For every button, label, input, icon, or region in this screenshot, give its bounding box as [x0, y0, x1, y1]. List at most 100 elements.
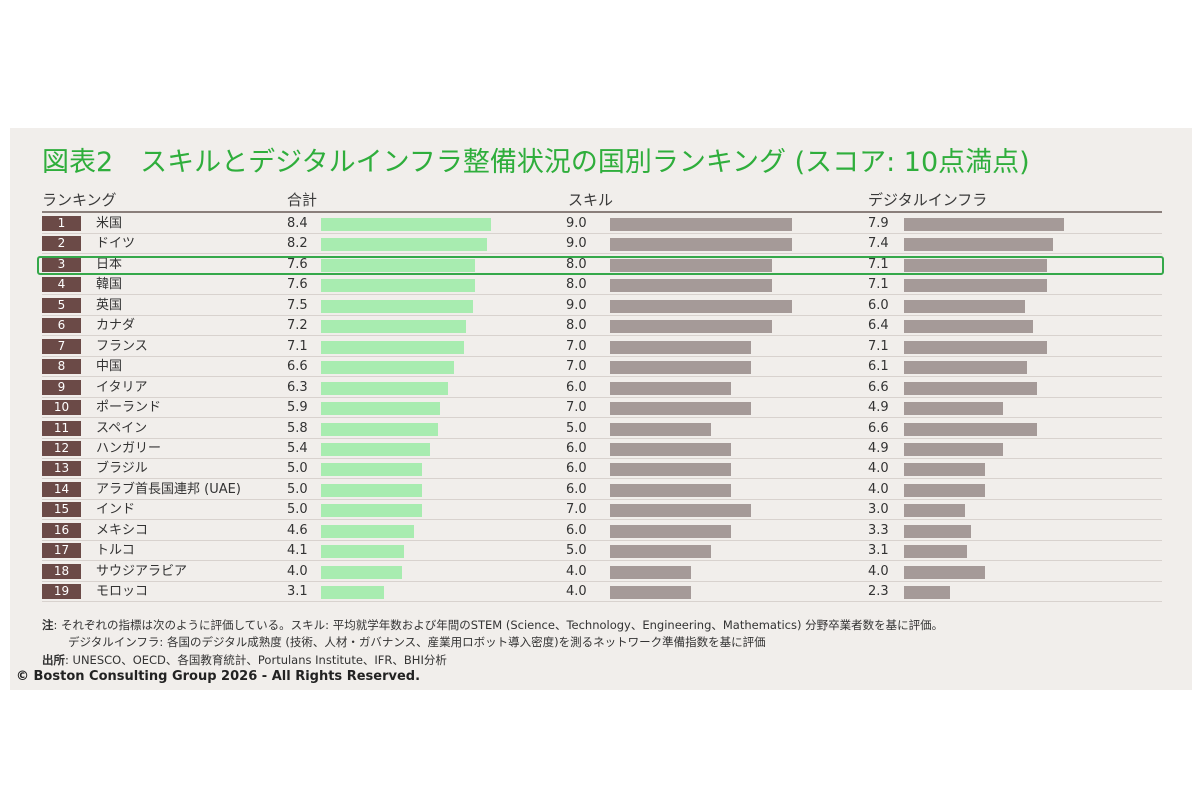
skill-value-label: 7.0 — [566, 359, 587, 375]
skill-bar — [610, 565, 691, 579]
table-row: 14 アラブ首長国連邦 (UAE) 5.0 6.0 4.0 — [42, 480, 1162, 500]
total-value-label: 7.5 — [287, 297, 308, 313]
digital-value-label: 2.3 — [868, 584, 889, 600]
digital-value-label: 3.1 — [868, 543, 889, 559]
header-divider — [42, 211, 1162, 213]
country-name: モロッコ — [96, 584, 149, 600]
source-label: 出所 — [42, 653, 65, 667]
skill-value-label: 6.0 — [566, 461, 587, 477]
skill-bar — [610, 545, 711, 559]
total-bar — [321, 565, 402, 579]
country-name: ドイツ — [96, 236, 136, 252]
rank-badge: 17 — [42, 543, 81, 559]
rank-badge: 6 — [42, 318, 81, 334]
country-name: スペイン — [96, 420, 148, 436]
digital-bar — [904, 586, 951, 600]
table-row: 12 ハンガリー 5.4 6.0 4.9 — [42, 439, 1162, 459]
skill-bar — [610, 258, 772, 272]
rank-badge: 15 — [42, 502, 81, 518]
total-value-label: 7.6 — [287, 256, 308, 272]
skill-value-label: 8.0 — [566, 318, 587, 334]
table-row: 19 モロッコ 3.1 4.0 2.3 — [42, 582, 1162, 603]
rank-badge: 1 — [42, 216, 81, 231]
rank-badge: 7 — [42, 338, 81, 354]
skill-bar — [610, 238, 792, 252]
table-row: 8 中国 6.6 7.0 6.1 — [42, 357, 1162, 378]
skill-value-label: 6.0 — [566, 440, 587, 456]
digital-bar — [904, 279, 1048, 293]
digital-bar — [904, 463, 985, 477]
country-name: イタリア — [96, 379, 148, 395]
rank-badge: 18 — [42, 563, 81, 579]
country-name: フランス — [96, 338, 148, 354]
skill-bar — [610, 442, 732, 456]
note-line-2: デジタルインフラ: 各国のデジタル成熟度 (技術、人材・ガバナンス、産業用ロボッ… — [68, 635, 766, 649]
total-bar — [321, 463, 422, 477]
skill-value-label: 9.0 — [566, 236, 587, 252]
total-bar — [321, 524, 414, 538]
total-bar — [321, 402, 441, 416]
total-bar — [321, 340, 465, 354]
total-value-label: 5.9 — [287, 400, 308, 416]
table-row: 5 英国 7.5 9.0 6.0 — [42, 296, 1162, 316]
country-name: 中国 — [96, 359, 123, 375]
skill-value-label: 9.0 — [566, 297, 587, 313]
digital-value-label: 4.0 — [868, 481, 889, 497]
digital-bar — [904, 402, 1003, 416]
total-bar — [321, 320, 467, 334]
total-bar — [321, 483, 422, 497]
country-name: ポーランド — [96, 400, 162, 416]
total-bar — [321, 299, 473, 313]
total-bar — [321, 504, 422, 518]
digital-value-label: 3.3 — [868, 522, 889, 538]
country-name: アラブ首長国連邦 (UAE) — [96, 481, 241, 497]
rank-badge: 8 — [42, 359, 81, 375]
country-name: 日本 — [96, 256, 123, 272]
total-value-label: 5.0 — [287, 502, 308, 518]
skill-bar — [610, 218, 792, 231]
rank-badge: 11 — [42, 420, 81, 436]
country-name: メキシコ — [96, 522, 149, 538]
digital-bar — [904, 504, 965, 518]
rank-badge: 2 — [42, 236, 81, 252]
total-value-label: 4.6 — [287, 522, 308, 538]
note-text-1: : それぞれの指標は次のように評価している。スキル: 平均就学年数および年間のS… — [53, 618, 944, 632]
digital-value-label: 7.1 — [868, 277, 889, 293]
skill-value-label: 7.0 — [566, 338, 587, 354]
table-row: 10 ポーランド 5.9 7.0 4.9 — [42, 398, 1162, 419]
table-row: 17 トルコ 4.1 5.0 3.1 — [42, 541, 1162, 562]
skill-value-label: 8.0 — [566, 277, 587, 293]
rank-badge: 4 — [42, 277, 81, 293]
header-digital: デジタルインフラ — [868, 191, 988, 209]
digital-value-label: 4.0 — [868, 563, 889, 579]
skill-bar — [610, 320, 772, 334]
total-value-label: 3.1 — [287, 584, 308, 600]
total-bar — [321, 279, 475, 293]
rank-badge: 16 — [42, 522, 81, 538]
table-row: 4 韓国 7.6 8.0 7.1 — [42, 275, 1162, 296]
digital-value-label: 7.1 — [868, 338, 889, 354]
source-line: 出所: UNESCO、OECD、各国教育統計、Portulans Institu… — [42, 652, 447, 668]
digital-value-label: 4.0 — [868, 461, 889, 477]
total-value-label: 5.4 — [287, 440, 308, 456]
skill-bar — [610, 524, 732, 538]
digital-bar — [904, 524, 971, 538]
table-row: 1 米国 8.4 9.0 7.9 — [42, 214, 1162, 234]
total-bar — [321, 238, 487, 252]
digital-bar — [904, 483, 985, 497]
total-bar — [321, 361, 455, 375]
total-bar — [321, 422, 439, 436]
total-bar — [321, 586, 384, 600]
digital-bar — [904, 340, 1048, 354]
rank-badge: 13 — [42, 461, 81, 477]
skill-bar — [610, 361, 752, 375]
note-label: 注 — [42, 618, 54, 632]
country-name: ハンガリー — [96, 440, 162, 456]
chart-title: 図表2 スキルとデジタルインフラ整備状況の国別ランキング (スコア: 10点満点… — [42, 147, 1030, 178]
country-name: サウジアラビア — [96, 563, 188, 579]
digital-value-label: 6.4 — [868, 318, 889, 334]
total-value-label: 8.2 — [287, 236, 308, 252]
copyright: © Boston Consulting Group 2026 - All Rig… — [16, 669, 421, 684]
total-value-label: 5.0 — [287, 481, 308, 497]
